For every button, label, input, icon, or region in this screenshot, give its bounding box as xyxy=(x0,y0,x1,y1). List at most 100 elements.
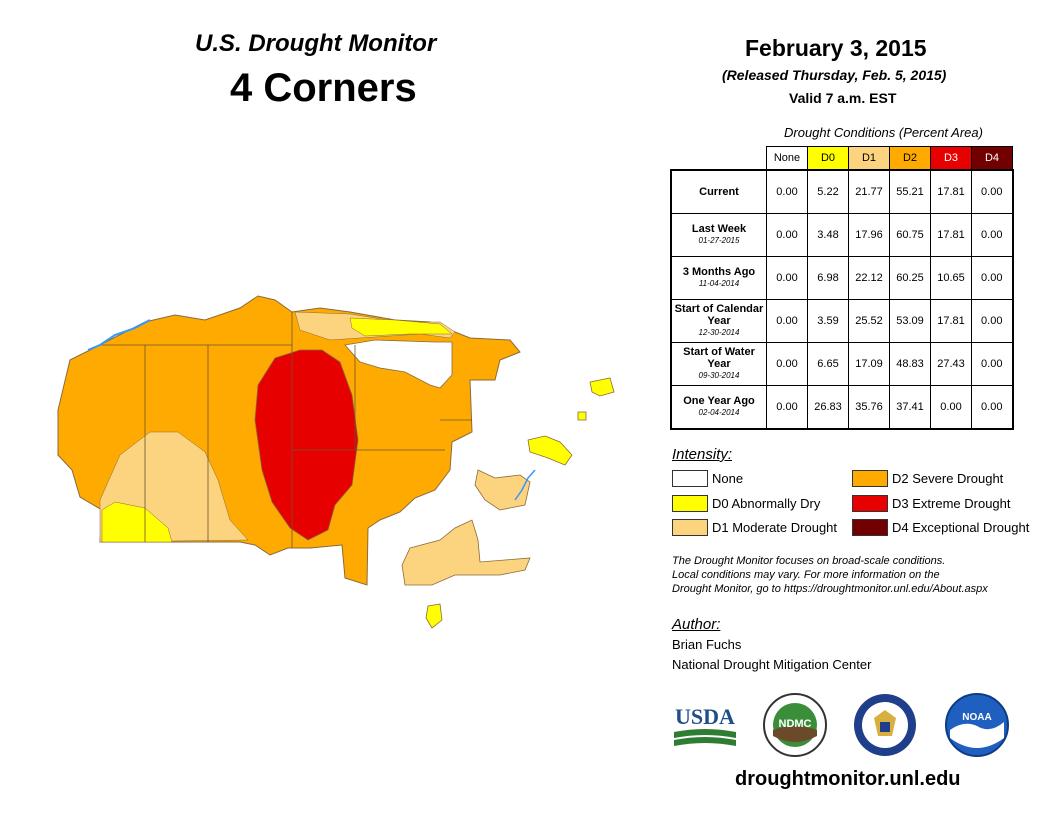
cell-value: 0.00 xyxy=(971,213,1014,257)
cell-value: 0.00 xyxy=(766,256,808,300)
author-title: Author: xyxy=(672,616,721,633)
cell-value: 17.81 xyxy=(930,169,972,214)
map-date: February 3, 2015 xyxy=(745,35,927,61)
col-header-none: None xyxy=(766,146,808,171)
row-label: One Year Ago 02-04-2014 xyxy=(670,385,767,430)
author-name: Brian Fuchs xyxy=(672,637,742,652)
note-line: Local conditions may vary. For more info… xyxy=(672,569,940,581)
table-row: Start of Water Year 09-30-2014 0.00 6.65 … xyxy=(670,342,1014,386)
note-line: Drought Monitor, go to https://droughtmo… xyxy=(672,583,988,595)
cell-value: 0.00 xyxy=(766,342,808,386)
cell-value: 60.25 xyxy=(889,256,931,300)
legend-label: D0 Abnormally Dry xyxy=(712,496,821,511)
map-subtitle: U.S. Drought Monitor xyxy=(195,30,437,57)
cell-value: 53.09 xyxy=(889,299,931,343)
river-line-east xyxy=(514,469,536,501)
map-title: 4 Corners xyxy=(230,66,417,110)
svg-text:NDMC: NDMC xyxy=(779,718,812,730)
table-header-row: None D0 D1 D2 D3 D4 xyxy=(671,146,1013,171)
d1-area-east xyxy=(474,469,531,511)
cell-value: 0.00 xyxy=(971,342,1014,386)
legend-item-d1: D1 Moderate Drought xyxy=(672,519,837,536)
cell-value: 6.98 xyxy=(807,256,849,300)
valid-time: Valid 7 a.m. EST xyxy=(789,90,897,106)
site-url[interactable]: droughtmonitor.unl.edu xyxy=(735,768,961,790)
cell-value: 0.00 xyxy=(971,169,1014,214)
col-header-d2: D2 xyxy=(889,146,931,171)
cell-value: 17.81 xyxy=(930,213,972,257)
cell-value: 0.00 xyxy=(930,385,972,430)
col-header-d0: D0 xyxy=(807,146,849,171)
d0-area-north xyxy=(349,317,453,337)
d0-island-center xyxy=(527,435,573,466)
row-label: Start of Water Year 09-30-2014 xyxy=(670,342,767,386)
col-header-d1: D1 xyxy=(848,146,890,171)
legend-item-none: None xyxy=(672,470,743,487)
cell-value: 5.22 xyxy=(807,169,849,214)
d3-area xyxy=(254,349,359,541)
cell-value: 0.00 xyxy=(971,256,1014,300)
cell-value: 48.83 xyxy=(889,342,931,386)
none-area xyxy=(344,339,453,389)
table-row: Current 0.00 5.22 21.77 55.21 17.81 0.00 xyxy=(670,169,1014,214)
cell-value: 26.83 xyxy=(807,385,849,430)
row-label: Start of Calendar Year 12-30-2014 xyxy=(670,299,767,343)
d0-island-east-small xyxy=(577,411,587,421)
d1-area-southeast xyxy=(401,519,531,586)
svg-text:NOAA: NOAA xyxy=(962,712,991,723)
d0-island-east xyxy=(589,377,615,397)
cell-value: 0.00 xyxy=(766,299,808,343)
cell-value: 0.00 xyxy=(766,169,808,214)
release-date: (Released Thursday, Feb. 5, 2015) xyxy=(722,67,947,83)
drought-conditions-table: None D0 D1 D2 D3 D4 Current 0.00 5.22 21… xyxy=(670,146,1014,430)
legend-item-d0: D0 Abnormally Dry xyxy=(672,495,820,512)
col-header-d3: D3 xyxy=(930,146,972,171)
disclaimer-note: The Drought Monitor focuses on broad-sca… xyxy=(672,554,988,596)
col-header-d4: D4 xyxy=(971,146,1013,171)
cell-value: 17.81 xyxy=(930,299,972,343)
legend-item-d3: D3 Extreme Drought xyxy=(852,495,1011,512)
legend-swatch xyxy=(672,519,708,536)
d0-area-southwest xyxy=(101,501,173,543)
cell-value: 22.12 xyxy=(848,256,890,300)
county-boundaries xyxy=(100,312,472,548)
legend-swatch xyxy=(852,495,888,512)
legend-label: D3 Extreme Drought xyxy=(892,496,1011,511)
row-label: 3 Months Ago 11-04-2014 xyxy=(670,256,767,300)
legend-label: D2 Severe Drought xyxy=(892,471,1004,486)
legend-swatch xyxy=(852,519,888,536)
note-line: The Drought Monitor focuses on broad-sca… xyxy=(672,555,946,567)
cell-value: 0.00 xyxy=(766,213,808,257)
cell-value: 25.52 xyxy=(848,299,890,343)
legend-swatch xyxy=(672,495,708,512)
svg-text:USDA: USDA xyxy=(675,704,735,729)
drought-map xyxy=(57,295,615,629)
cell-value: 6.65 xyxy=(807,342,849,386)
legend-title: Intensity: xyxy=(672,446,733,463)
cell-value: 0.00 xyxy=(971,385,1014,430)
table-caption: Drought Conditions (Percent Area) xyxy=(784,125,983,140)
cell-value: 17.96 xyxy=(848,213,890,257)
commerce-seal-logo xyxy=(854,694,916,756)
cell-value: 60.75 xyxy=(889,213,931,257)
d0-island-south xyxy=(425,603,443,629)
table-corner xyxy=(671,146,767,171)
table-row: Last Week 01-27-2015 0.00 3.48 17.96 60.7… xyxy=(670,213,1014,257)
legend-label: D1 Moderate Drought xyxy=(712,520,838,535)
cell-value: 0.00 xyxy=(766,385,808,430)
legend-swatch xyxy=(672,470,708,487)
usda-logo: USDA xyxy=(674,704,736,746)
cell-value: 55.21 xyxy=(889,169,931,214)
cell-value: 0.00 xyxy=(971,299,1014,343)
cell-value: 37.41 xyxy=(889,385,931,430)
cell-value: 3.59 xyxy=(807,299,849,343)
row-label: Current xyxy=(670,169,767,214)
table-row: One Year Ago 02-04-2014 0.00 26.83 35.76 … xyxy=(670,385,1014,430)
cell-value: 35.76 xyxy=(848,385,890,430)
legend-label: D4 Exceptional Drought xyxy=(892,520,1030,535)
noaa-logo: NOAA xyxy=(945,693,1009,757)
cell-value: 21.77 xyxy=(848,169,890,214)
row-label: Last Week 01-27-2015 xyxy=(670,213,767,257)
legend-label: None xyxy=(712,471,744,486)
cell-value: 10.65 xyxy=(930,256,972,300)
